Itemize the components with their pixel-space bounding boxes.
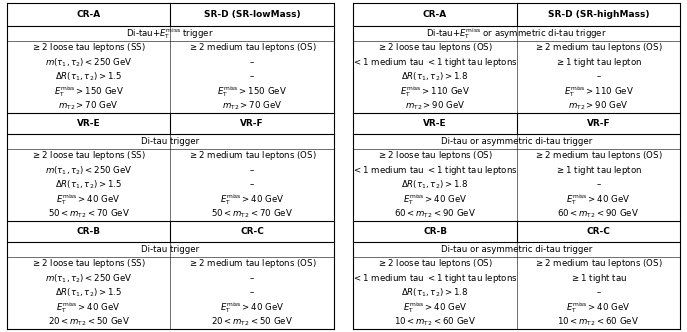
Text: $E_{\rm T}^{\rm miss} > 150$ GeV: $E_{\rm T}^{\rm miss} > 150$ GeV — [54, 84, 124, 99]
Text: Di-tau trigger: Di-tau trigger — [142, 245, 199, 254]
Text: $\geq 2$ medium tau leptons (OS): $\geq 2$ medium tau leptons (OS) — [534, 42, 663, 54]
Text: $20 < m_{\rm T2} < 50$ GeV: $20 < m_{\rm T2} < 50$ GeV — [47, 315, 130, 328]
Text: $10 < m_{\rm T2} < 60$ GeV: $10 < m_{\rm T2} < 60$ GeV — [557, 315, 640, 328]
Text: –: – — [596, 180, 600, 189]
Text: CR-A: CR-A — [423, 10, 447, 19]
Text: $m(\tau_1, \tau_2) < 250$ GeV: $m(\tau_1, \tau_2) < 250$ GeV — [45, 272, 133, 285]
Text: $60 < m_{\rm T2} < 90$ GeV: $60 < m_{\rm T2} < 90$ GeV — [394, 207, 476, 220]
Text: CR-C: CR-C — [240, 227, 264, 236]
Text: $50 < m_{\rm T2} < 70$ GeV: $50 < m_{\rm T2} < 70$ GeV — [47, 207, 130, 220]
Text: $\geq 2$ loose tau leptons (SS): $\geq 2$ loose tau leptons (SS) — [32, 257, 146, 270]
Text: $\geq 2$ loose tau leptons (SS): $\geq 2$ loose tau leptons (SS) — [32, 42, 146, 54]
Text: CR-A: CR-A — [76, 10, 101, 19]
Text: $E_{\rm T}^{\rm miss} > 40$ GeV: $E_{\rm T}^{\rm miss} > 40$ GeV — [403, 192, 467, 207]
Text: VR-E: VR-E — [77, 119, 100, 128]
Text: $\geq 2$ loose tau leptons (OS): $\geq 2$ loose tau leptons (OS) — [377, 149, 493, 162]
Text: $< 1$ medium tau $< 1$ tight tau leptons: $< 1$ medium tau $< 1$ tight tau leptons — [352, 56, 518, 69]
Text: –: – — [250, 288, 254, 297]
Text: $E_{\rm T}^{\rm miss} > 110$ GeV: $E_{\rm T}^{\rm miss} > 110$ GeV — [563, 84, 633, 99]
Text: Di-tau or asymmetric di-tau trigger: Di-tau or asymmetric di-tau trigger — [441, 245, 592, 254]
Text: $E_{\rm T}^{\rm miss} > 150$ GeV: $E_{\rm T}^{\rm miss} > 150$ GeV — [217, 84, 287, 99]
Text: –: – — [250, 58, 254, 67]
Text: $E_{\rm T}^{\rm miss} > 40$ GeV: $E_{\rm T}^{\rm miss} > 40$ GeV — [220, 300, 284, 314]
Text: CR-C: CR-C — [587, 227, 610, 236]
Text: $E_{\rm T}^{\rm miss} > 40$ GeV: $E_{\rm T}^{\rm miss} > 40$ GeV — [56, 300, 121, 314]
Text: $\geq 2$ medium tau leptons (OS): $\geq 2$ medium tau leptons (OS) — [534, 149, 663, 162]
Text: VR-E: VR-E — [423, 119, 447, 128]
Text: $E_{\rm T}^{\rm miss} > 40$ GeV: $E_{\rm T}^{\rm miss} > 40$ GeV — [566, 192, 631, 207]
Text: $m_{\rm T2} > 70$ GeV: $m_{\rm T2} > 70$ GeV — [222, 99, 282, 112]
Text: $< 1$ medium tau $< 1$ tight tau leptons: $< 1$ medium tau $< 1$ tight tau leptons — [352, 272, 518, 285]
Text: $50 < m_{\rm T2} < 70$ GeV: $50 < m_{\rm T2} < 70$ GeV — [211, 207, 293, 220]
Text: $E_{\rm T}^{\rm miss} > 40$ GeV: $E_{\rm T}^{\rm miss} > 40$ GeV — [56, 192, 121, 207]
Text: $\geq 2$ loose tau leptons (OS): $\geq 2$ loose tau leptons (OS) — [377, 42, 493, 54]
Text: $m_{\rm T2} > 90$ GeV: $m_{\rm T2} > 90$ GeV — [568, 99, 629, 112]
Text: $\geq 2$ loose tau leptons (OS): $\geq 2$ loose tau leptons (OS) — [377, 257, 493, 270]
Text: CR-B: CR-B — [423, 227, 447, 236]
Text: $E_{\rm T}^{\rm miss} > 40$ GeV: $E_{\rm T}^{\rm miss} > 40$ GeV — [403, 300, 467, 314]
Text: CR-B: CR-B — [76, 227, 100, 236]
Text: $\geq 2$ medium tau leptons (OS): $\geq 2$ medium tau leptons (OS) — [188, 149, 316, 162]
Text: $\geq 1$ tight tau: $\geq 1$ tight tau — [570, 272, 627, 285]
Text: $60 < m_{\rm T2} < 90$ GeV: $60 < m_{\rm T2} < 90$ GeV — [557, 207, 640, 220]
Text: $m_{\rm T2} > 90$ GeV: $m_{\rm T2} > 90$ GeV — [405, 99, 465, 112]
Text: $\Delta R(\tau_1, \tau_2) > 1.8$: $\Delta R(\tau_1, \tau_2) > 1.8$ — [401, 179, 469, 191]
Text: –: – — [250, 166, 254, 175]
Text: $< 1$ medium tau $< 1$ tight tau leptons: $< 1$ medium tau $< 1$ tight tau leptons — [352, 164, 518, 177]
Text: $\Delta R(\tau_1, \tau_2) > 1.5$: $\Delta R(\tau_1, \tau_2) > 1.5$ — [55, 179, 122, 191]
Text: $\geq 2$ medium tau leptons (OS): $\geq 2$ medium tau leptons (OS) — [188, 42, 316, 54]
Text: Di-tau or asymmetric di-tau trigger: Di-tau or asymmetric di-tau trigger — [441, 137, 592, 146]
Text: $E_{\rm T}^{\rm miss} > 40$ GeV: $E_{\rm T}^{\rm miss} > 40$ GeV — [220, 192, 284, 207]
Text: $\geq 2$ loose tau leptons (SS): $\geq 2$ loose tau leptons (SS) — [32, 149, 146, 162]
Text: SR-D (SR-lowMass): SR-D (SR-lowMass) — [203, 10, 300, 19]
Text: VR-F: VR-F — [240, 119, 264, 128]
Text: $\geq 2$ medium tau leptons (OS): $\geq 2$ medium tau leptons (OS) — [188, 257, 316, 270]
Text: Di-tau+$E_{\rm T}^{\rm miss}$ or asymmetric di-tau trigger: Di-tau+$E_{\rm T}^{\rm miss}$ or asymmet… — [427, 26, 607, 41]
Text: $\geq 2$ medium tau leptons (OS): $\geq 2$ medium tau leptons (OS) — [534, 257, 663, 270]
Text: –: – — [250, 274, 254, 283]
Text: $m_{\rm T2} > 70$ GeV: $m_{\rm T2} > 70$ GeV — [58, 99, 119, 112]
Text: –: – — [250, 72, 254, 81]
Text: $\geq 1$ tight tau lepton: $\geq 1$ tight tau lepton — [555, 56, 642, 69]
Text: Di-tau trigger: Di-tau trigger — [142, 137, 199, 146]
Text: $\Delta R(\tau_1, \tau_2) > 1.8$: $\Delta R(\tau_1, \tau_2) > 1.8$ — [401, 70, 469, 83]
Text: –: – — [596, 72, 600, 81]
Text: –: – — [596, 288, 600, 297]
Text: $10 < m_{\rm T2} < 60$ GeV: $10 < m_{\rm T2} < 60$ GeV — [394, 315, 476, 328]
Text: $m(\tau_1, \tau_2) < 250$ GeV: $m(\tau_1, \tau_2) < 250$ GeV — [45, 164, 133, 177]
Text: $E_{\rm T}^{\rm miss} > 40$ GeV: $E_{\rm T}^{\rm miss} > 40$ GeV — [566, 300, 631, 314]
Text: $E_{\rm T}^{\rm miss} > 110$ GeV: $E_{\rm T}^{\rm miss} > 110$ GeV — [400, 84, 470, 99]
Text: $\Delta R(\tau_1, \tau_2) > 1.5$: $\Delta R(\tau_1, \tau_2) > 1.5$ — [55, 287, 122, 299]
Text: Di-tau+$E_{\rm T}^{\rm miss}$ trigger: Di-tau+$E_{\rm T}^{\rm miss}$ trigger — [126, 26, 214, 41]
Text: SR-D (SR-highMass): SR-D (SR-highMass) — [548, 10, 649, 19]
Text: $\Delta R(\tau_1, \tau_2) > 1.8$: $\Delta R(\tau_1, \tau_2) > 1.8$ — [401, 287, 469, 299]
Text: $\geq 1$ tight tau lepton: $\geq 1$ tight tau lepton — [555, 164, 642, 177]
Text: VR-F: VR-F — [587, 119, 610, 128]
Text: $m(\tau_1, \tau_2) < 250$ GeV: $m(\tau_1, \tau_2) < 250$ GeV — [45, 56, 133, 69]
Text: $20 < m_{\rm T2} < 50$ GeV: $20 < m_{\rm T2} < 50$ GeV — [211, 315, 293, 328]
Text: –: – — [250, 180, 254, 189]
Text: $\Delta R(\tau_1, \tau_2) > 1.5$: $\Delta R(\tau_1, \tau_2) > 1.5$ — [55, 70, 122, 83]
